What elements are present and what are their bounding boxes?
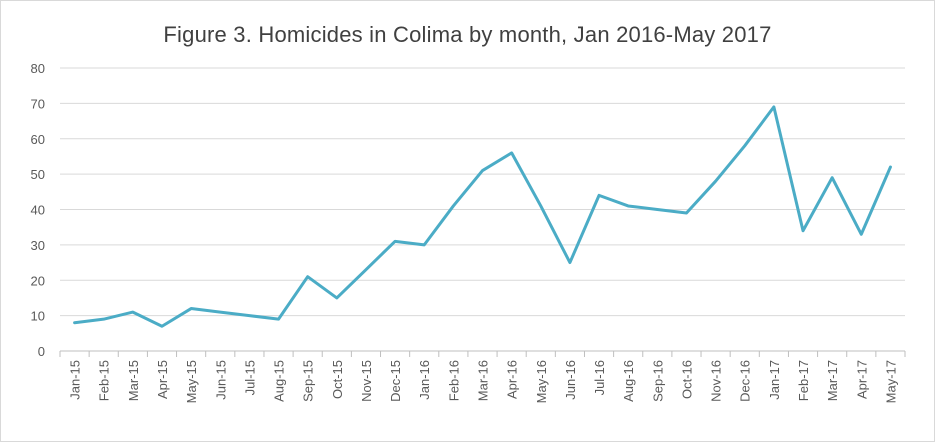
- y-tick-label-0: 0: [38, 344, 45, 359]
- x-tick-label-Mar-15: Mar-15: [126, 360, 141, 401]
- x-tick-label-Dec-15: Dec-15: [388, 360, 403, 402]
- x-tick-label-Jan-17: Jan-17: [767, 360, 782, 400]
- chart-title: Figure 3. Homicides in Colima by month, …: [163, 22, 772, 47]
- x-tick-label-Apr-16: Apr-16: [505, 360, 520, 399]
- x-tick-label-Nov-16: Nov-16: [709, 360, 724, 402]
- x-tick-label-Jun-16: Jun-16: [563, 360, 578, 400]
- x-tick-label-May-15: May-15: [184, 360, 199, 403]
- x-tick-label-Feb-16: Feb-16: [446, 360, 461, 401]
- x-tick-label-Jul-15: Jul-15: [242, 360, 257, 395]
- x-tick-label-Nov-15: Nov-15: [359, 360, 374, 402]
- x-tick-label-Sep-15: Sep-15: [301, 360, 316, 402]
- x-tick-label-May-16: May-16: [534, 360, 549, 403]
- x-tick-label-Apr-15: Apr-15: [155, 360, 170, 399]
- x-tick-label-Aug-16: Aug-16: [621, 360, 636, 402]
- y-tick-label-60: 60: [31, 132, 45, 147]
- series-layer: [73, 105, 892, 328]
- x-tick-label-Oct-16: Oct-16: [679, 360, 694, 399]
- x-tick-label-Jun-15: Jun-15: [213, 360, 228, 400]
- x-tick-label-Feb-15: Feb-15: [97, 360, 112, 401]
- y-axis: 0 10 20 30 40 50 60 70 80: [31, 61, 45, 359]
- x-tick-label-May-17: May-17: [883, 360, 898, 403]
- x-axis: Jan-15 Feb-15 Mar-15 Apr-15 May-15 Jun-15 Jul-…: [59, 350, 906, 403]
- y-tick-label-30: 30: [31, 238, 45, 253]
- y-tick-label-80: 80: [31, 61, 45, 76]
- x-tick-label-Feb-17: Feb-17: [796, 360, 811, 401]
- x-tick-label-Dec-16: Dec-16: [738, 360, 753, 402]
- x-tick-label-Sep-16: Sep-16: [650, 360, 665, 402]
- y-tick-label-70: 70: [31, 96, 45, 111]
- y-tick-label-20: 20: [31, 273, 45, 288]
- y-tick-label-50: 50: [31, 167, 45, 182]
- x-tick-label-Apr-17: Apr-17: [854, 360, 869, 399]
- y-tick-label-40: 40: [31, 203, 45, 218]
- x-tick-label-Mar-16: Mar-16: [476, 360, 491, 401]
- x-tick-label-Jan-15: Jan-15: [68, 360, 83, 400]
- y-tick-label-10: 10: [31, 309, 45, 324]
- x-tick-label-Jan-16: Jan-16: [417, 360, 432, 400]
- series-line-0: [73, 105, 892, 328]
- x-tick-label-Oct-15: Oct-15: [330, 360, 345, 399]
- x-tick-label-Mar-17: Mar-17: [825, 360, 840, 401]
- x-tick-label-Aug-15: Aug-15: [272, 360, 287, 402]
- x-tick-label-Jul-16: Jul-16: [592, 360, 607, 395]
- gridlines: [60, 67, 905, 317]
